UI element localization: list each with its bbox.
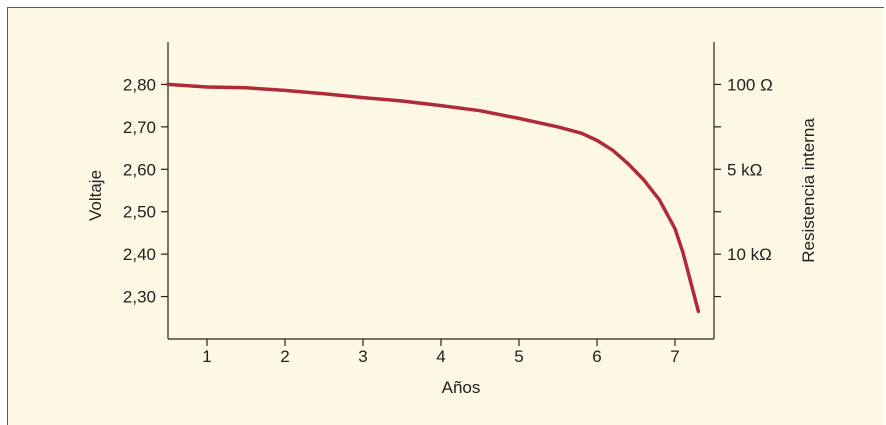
- chart-frame: [7, 7, 884, 425]
- x-tick-label: 6: [592, 347, 601, 366]
- x-tick-label: 7: [670, 347, 679, 366]
- axes: [161, 42, 721, 346]
- x-tick-label: 4: [436, 347, 445, 366]
- x-tick-label: 3: [358, 347, 367, 366]
- voltage-series-line: [166, 82, 701, 314]
- y2-tick-label: 100 Ω: [727, 75, 773, 94]
- y2-tick-label: 5 kΩ: [727, 160, 762, 179]
- y-tick-label: 2,30: [123, 288, 156, 307]
- y-tick-label: 2,70: [123, 118, 156, 137]
- y2-axis-title: Resistencia interna: [799, 118, 818, 263]
- tick-labels: 1 2 3 4 5 6 7 2,80 2,70 2,60 2,50 2,40 2,30 100 Ω 5 kΩ…: [123, 75, 773, 366]
- y-tick-label: 2,60: [123, 160, 156, 179]
- y-axis-title: Voltaje: [86, 170, 105, 221]
- y-tick-label: 2,40: [123, 245, 156, 264]
- x-tick-label: 5: [514, 347, 523, 366]
- y2-tick-label: 10 kΩ: [727, 245, 772, 264]
- x-tick-label: 1: [202, 347, 211, 366]
- data-marks: [166, 82, 701, 314]
- y-tick-label: 2,80: [123, 75, 156, 94]
- x-tick-label: 2: [280, 347, 289, 366]
- x-axis-title: Años: [442, 378, 481, 397]
- y-tick-label: 2,50: [123, 203, 156, 222]
